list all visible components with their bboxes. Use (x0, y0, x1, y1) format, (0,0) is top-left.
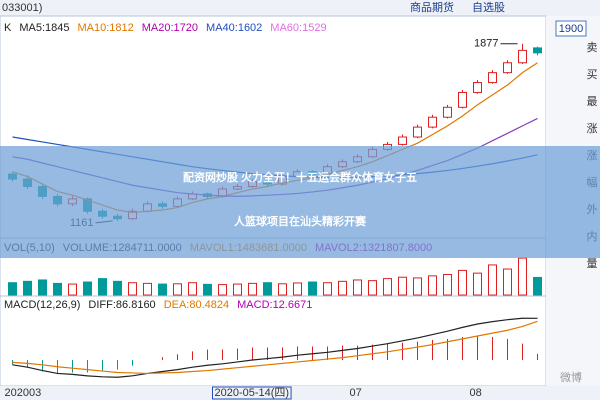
volume-bar (368, 280, 377, 296)
x-axis-label: 2020-05-14(四) (215, 387, 290, 399)
panel-header: DIFF:86.8160 (88, 299, 155, 311)
candle-body (473, 82, 482, 93)
candle-body (518, 49, 527, 64)
panel-header: MA40:1602 (206, 22, 262, 34)
x-axis-label: 07 (350, 387, 362, 399)
stock-code: 033001) (2, 2, 42, 14)
macd-line (12, 317, 538, 378)
panel-header: MA60:1529 (270, 22, 326, 34)
panel-header: K (4, 22, 12, 34)
volume-bar (473, 272, 482, 296)
candle-body (428, 116, 437, 128)
volume-bar (218, 284, 227, 296)
volume-bar (188, 282, 197, 296)
volume-bar (488, 264, 497, 296)
volume-bar (233, 283, 242, 296)
volume-bar (248, 282, 257, 296)
volume-bar (158, 283, 167, 296)
volume-bar (128, 282, 137, 296)
volume-bar (173, 283, 182, 296)
volume-bar (308, 281, 317, 296)
volume-bar (413, 277, 422, 296)
panel-header: DEA:80.4824 (164, 299, 229, 311)
volume-bar (443, 274, 452, 296)
side-label: 涨 (587, 122, 598, 135)
candle-body (488, 72, 497, 84)
candle-body (533, 47, 542, 54)
price-box (555, 20, 587, 37)
volume-bar (38, 279, 47, 296)
volume-bar (353, 279, 362, 296)
candle-body (503, 62, 512, 74)
candle-body (413, 126, 422, 138)
panel-header: MACD(12,26,9) (4, 299, 80, 311)
macd-line (12, 320, 538, 375)
x-axis-label: 08 (470, 387, 482, 399)
date-cursor (212, 386, 292, 400)
banner-text: 人篮球项目在汕头精彩开赛 (234, 214, 367, 228)
panel-header: MA20:1720 (142, 22, 198, 34)
volume-bar (383, 278, 392, 296)
x-axis-label: 202003 (5, 387, 42, 399)
top-bar (0, 0, 600, 16)
volume-bar (53, 282, 62, 296)
panel-header: MA10:1812 (78, 22, 134, 34)
banner-text: 配资网炒股 火力全开！十五运会群众体育女子五 (183, 170, 417, 184)
volume-bar (398, 276, 407, 296)
volume-bar (428, 275, 437, 296)
panel-header: MA5:1845 (19, 22, 69, 34)
volume-bar (533, 276, 542, 296)
high-annotation: 1877 (474, 38, 498, 50)
candle-body (398, 136, 407, 145)
candle-body (458, 91, 467, 108)
volume-bar (143, 282, 152, 296)
watermark: 微博 (560, 370, 582, 384)
volume-bar (83, 281, 92, 296)
side-label: 卖 (587, 41, 598, 54)
volume-bar (113, 280, 122, 296)
axis-bar (0, 386, 600, 400)
volume-bar (8, 282, 17, 296)
candle-body (443, 106, 452, 118)
panel-header: MACD:12.6671 (237, 299, 312, 311)
volume-bar (293, 282, 302, 296)
side-label: 买 (587, 68, 598, 81)
volume-bar (278, 283, 287, 296)
volume-bar (68, 283, 77, 296)
volume-bar (203, 283, 212, 296)
volume-bar (23, 280, 32, 296)
menu-item[interactable]: 商品期货 (410, 0, 454, 14)
volume-bar (518, 257, 527, 296)
price-box-text: 1900 (559, 23, 583, 35)
volume-bar (98, 278, 107, 296)
volume-bar (338, 280, 347, 296)
menu-item[interactable]: 自选股 (472, 1, 505, 14)
volume-bar (323, 282, 332, 296)
volume-bar (263, 282, 272, 296)
side-label: 量 (587, 257, 598, 270)
side-label: 最 (587, 95, 598, 108)
volume-bar (458, 269, 467, 296)
banner (0, 146, 600, 258)
volume-bar (503, 268, 512, 296)
